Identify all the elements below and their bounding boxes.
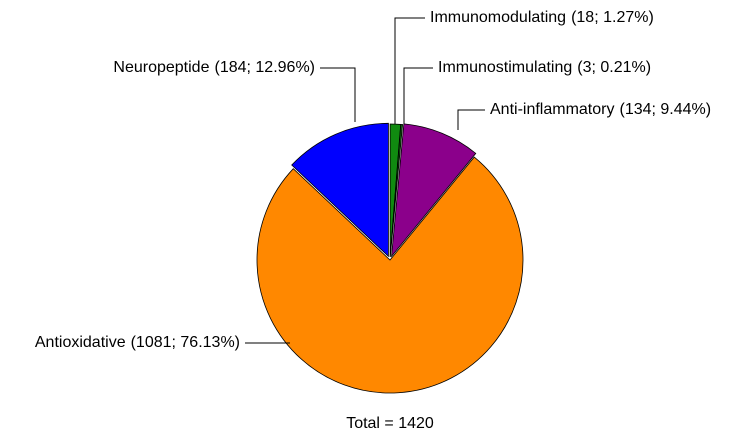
slice-name: Immunomodulating xyxy=(430,9,566,26)
leader-line xyxy=(403,67,433,124)
pie-slice xyxy=(390,123,477,258)
slice-value: (184; 12.96%) xyxy=(214,59,315,76)
slice-label: Immunomodulating (18; 1.27%) xyxy=(430,9,654,26)
slice-name: Neuropeptide xyxy=(113,59,209,76)
slice-value: (18; 1.27%) xyxy=(571,9,654,26)
slice-label: Antioxidative (1081; 76.13%) xyxy=(35,334,240,351)
slice-label: Immunostimulating (3; 0.21%) xyxy=(438,59,651,76)
leader-line xyxy=(457,109,485,130)
leader-line xyxy=(394,17,425,124)
slice-value: (134; 9.44%) xyxy=(619,101,711,118)
slice-value: (1081; 76.13%) xyxy=(131,334,240,351)
slice-label: Neuropeptide (184; 12.96%) xyxy=(113,59,315,76)
pie-slice xyxy=(256,156,524,394)
pie-slice xyxy=(389,124,404,258)
leader-line xyxy=(320,67,356,122)
slice-name: Anti-inflammatory xyxy=(490,101,614,118)
pie-slice xyxy=(291,122,389,258)
slice-name: Immunostimulating xyxy=(438,59,572,76)
total-label: Total = 1420 xyxy=(346,415,434,432)
slice-name: Antioxidative xyxy=(35,334,126,351)
slice-label: Anti-inflammatory (134; 9.44%) xyxy=(490,101,711,118)
slice-value: (3; 0.21%) xyxy=(577,59,651,76)
